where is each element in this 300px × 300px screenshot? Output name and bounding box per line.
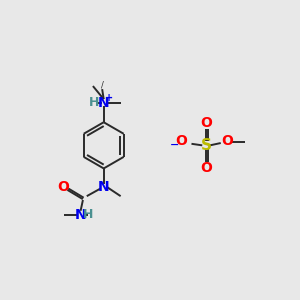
Text: O: O <box>221 134 233 148</box>
Text: H: H <box>89 97 100 110</box>
Text: N: N <box>75 208 86 222</box>
Text: /: / <box>101 80 104 89</box>
Text: O: O <box>200 161 212 175</box>
Text: O: O <box>200 116 212 130</box>
Text: −: − <box>170 140 179 150</box>
Text: H: H <box>83 208 94 221</box>
Text: O: O <box>175 134 187 148</box>
Text: O: O <box>58 180 70 194</box>
Text: +: + <box>105 93 113 103</box>
Text: S: S <box>201 138 212 153</box>
Text: N: N <box>98 96 109 110</box>
Text: N: N <box>98 180 109 194</box>
